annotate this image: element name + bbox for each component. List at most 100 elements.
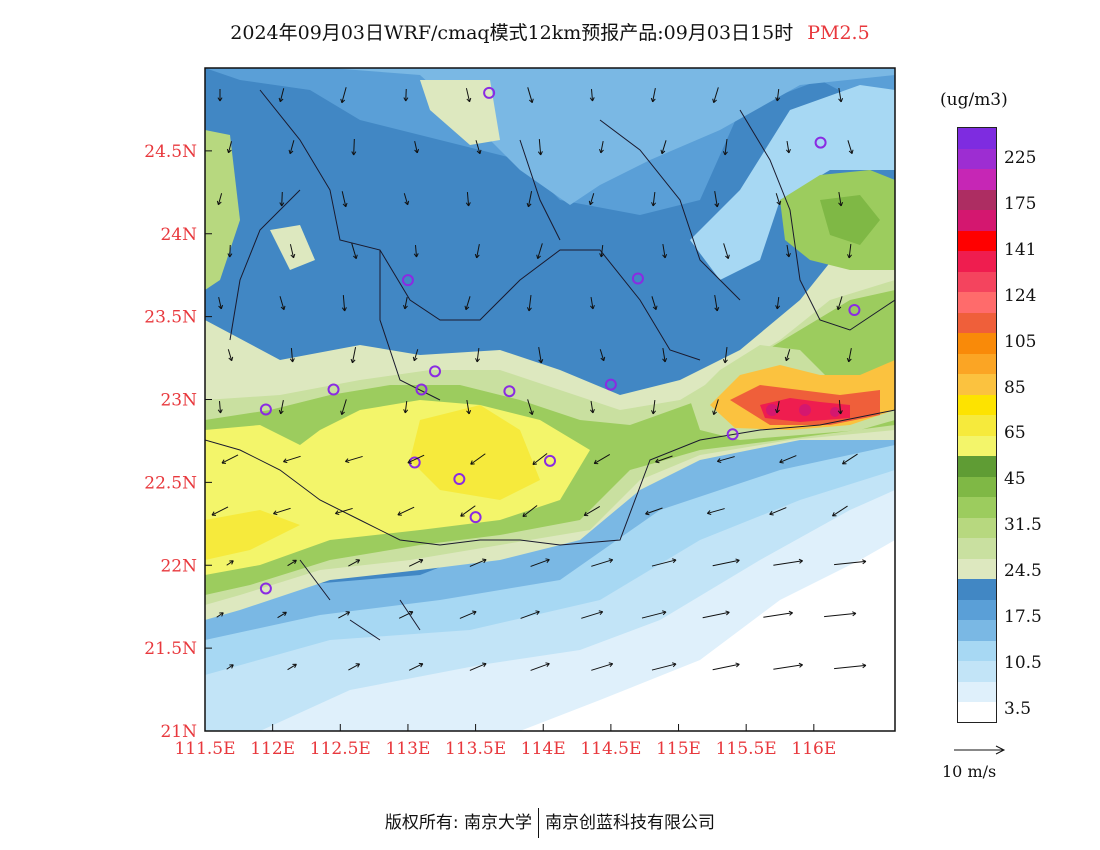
monitoring-station-icon [259, 582, 272, 595]
monitoring-station-icon [814, 136, 827, 149]
copyright-left: 版权所有: 南京大学 [384, 813, 533, 833]
colorbar-label: 3.5 [1004, 698, 1032, 719]
colorbar-segment [958, 476, 996, 498]
wind-arrow-icon [398, 610, 414, 619]
wind-arrow-icon [714, 295, 720, 312]
monitoring-station-icon [327, 383, 340, 396]
station-markers [259, 86, 861, 595]
monitoring-station-icon [259, 403, 272, 416]
wind-arrow-icon [589, 400, 595, 414]
title-text: 2024年09月03日WRF/cmaq模式12km预报产品:09月03日15时 [230, 22, 794, 44]
colorbar-segment [958, 414, 996, 436]
colorbar-label: 10.5 [1004, 652, 1042, 673]
wind-arrow-icon [469, 662, 487, 671]
wind-arrow-icon [773, 558, 803, 566]
wind-arrow-icon [599, 141, 604, 154]
wind-arrow-icon [706, 508, 725, 515]
wind-arrow-icon [464, 296, 471, 311]
colorbar-segment [958, 373, 996, 395]
x-tick-label: 114.5E [580, 739, 641, 759]
x-tick-label: 112E [250, 739, 295, 759]
wind-arrow-icon [527, 87, 534, 104]
wind-arrow-icon [527, 399, 534, 416]
colorbar-segment [958, 701, 996, 723]
wind-arrow-icon [412, 349, 419, 362]
wind-arrow-icon [660, 140, 667, 155]
colorbar-segment [958, 517, 996, 539]
colorbar-segment [958, 271, 996, 293]
wind-arrow-icon [712, 87, 719, 104]
colorbar-segment [958, 230, 996, 252]
wind-arrow-icon [345, 455, 363, 464]
wind-arrow-icon [773, 662, 803, 670]
y-tick-label: 24N [160, 225, 197, 245]
map-title: 2024年09月03日WRF/cmaq模式12km预报产品:09月03日15时 P… [0, 18, 1100, 45]
forecast-map: 111.5E 112E 112.5E 113E 113.5E 114E 114.5E 115E… [144, 67, 896, 759]
wind-arrow-icon [532, 453, 548, 466]
wind-arrow-icon [470, 453, 486, 465]
wind-arrow-icon [288, 140, 295, 155]
wind-arrow-icon [530, 662, 550, 671]
x-tick-label: 113E [386, 739, 431, 759]
wind-arrow-icon [414, 141, 420, 154]
colorbar-segment [958, 250, 996, 272]
colorbar-label: 24.5 [1004, 561, 1042, 581]
monitoring-station-icon [848, 303, 861, 316]
wind-arrow-icon [712, 399, 719, 416]
wind-arrow-icon [475, 347, 480, 363]
wind-arrow-icon [590, 296, 595, 310]
wind-arrow-icon [278, 88, 285, 103]
wind-arrow-icon [593, 454, 611, 465]
wind-arrow-icon [460, 505, 476, 517]
wind-arrow-icon [530, 558, 550, 567]
colorbar-segment [958, 660, 996, 682]
copyright-footer: 版权所有: 南京大学 南京创蓝科技有限公司 [0, 808, 1100, 838]
wind-arrow-icon [538, 347, 544, 364]
y-tick-label: 23.5N [144, 308, 197, 328]
wind-arrow-icon [217, 89, 223, 102]
wind-arrow-icon [221, 454, 239, 464]
wind-arrow-icon [289, 244, 296, 259]
wind-arrow-icon [712, 662, 740, 671]
wind-arrow-icon [651, 191, 656, 207]
colorbar-label: 85 [1004, 377, 1026, 398]
wind-arrow-icon [837, 399, 843, 415]
wind-arrow-icon [641, 610, 667, 619]
wind-arrow-icon [407, 454, 425, 464]
colorbar-segment [958, 332, 996, 354]
wind-arrow-icon [526, 191, 533, 208]
wind-arrow-icon [211, 506, 229, 516]
concentration-field [205, 68, 895, 731]
wind-arrow-icon [763, 610, 793, 618]
wind-arrow-icon [536, 243, 543, 260]
colorbar-segment [958, 455, 996, 477]
wind-arrow-icon [465, 191, 471, 207]
wind-arrow-icon [289, 347, 295, 363]
wind-arrow-icon [838, 192, 844, 207]
monitoring-station-icon [453, 473, 466, 486]
y-tick-label: 22N [160, 556, 197, 576]
wind-arrow-icon [465, 88, 472, 103]
colorbar [957, 127, 997, 723]
species-label: PM2.5 [807, 22, 870, 44]
wind-vectors [211, 87, 867, 671]
x-tick-label: 111.5E [174, 739, 235, 759]
monitoring-station-icon [415, 383, 428, 396]
wind-arrow-icon [591, 662, 614, 671]
wind-arrow-icon [278, 400, 284, 415]
colorbar-segment [958, 496, 996, 518]
wind-arrow-icon [581, 610, 604, 619]
wind-arrow-icon [227, 244, 233, 258]
y-tick-label: 21N [160, 722, 197, 742]
wind-arrow-icon [651, 399, 656, 415]
x-tick-label: 116E [791, 739, 836, 759]
x-tick-label: 115E [656, 739, 701, 759]
colorbar-segment [958, 394, 996, 416]
colorbar-segment [958, 128, 996, 149]
monitoring-station-icon [483, 86, 496, 99]
wind-arrow-icon [287, 663, 297, 671]
wind-arrow-icon [599, 244, 605, 258]
wind-arrow-icon [655, 455, 673, 464]
wind-arrow-icon [475, 140, 482, 155]
wind-arrow-icon [651, 662, 677, 671]
